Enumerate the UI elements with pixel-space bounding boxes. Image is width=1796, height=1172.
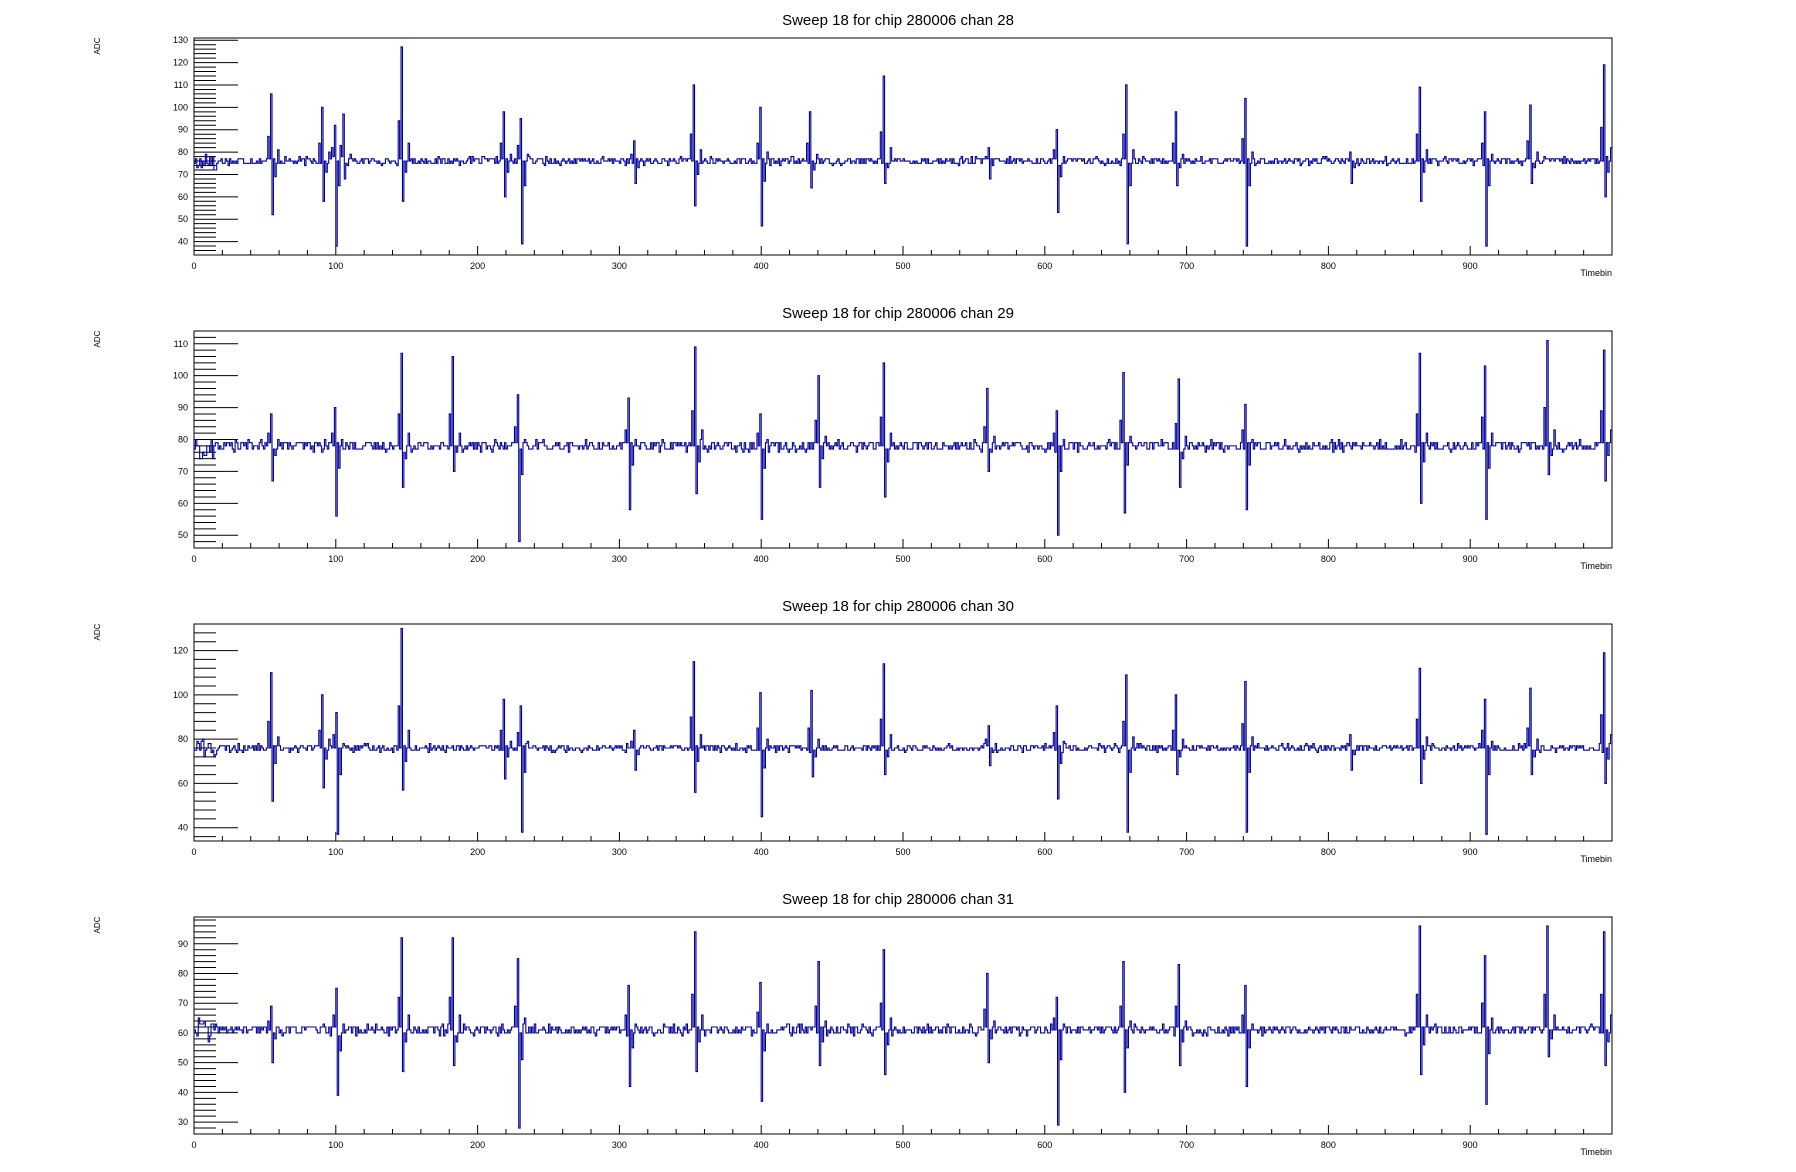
chart-title: Sweep 18 for chip 280006 chan 30 [782,598,1014,615]
y-tick-label: 100 [173,371,188,381]
y-tick-label: 80 [178,435,188,445]
plot-frame [193,916,1613,1135]
x-tick-label: 200 [470,554,485,564]
x-tick-label: 400 [754,261,769,271]
x-tick-label: 0 [191,1140,196,1150]
x-tick-label: 400 [754,554,769,564]
y-tick-label: 110 [174,339,188,349]
y-tick-label: 90 [178,403,188,413]
y-tick-label: 80 [178,968,188,978]
x-tick-label: 800 [1321,261,1336,271]
y-tick-label: 60 [178,778,188,788]
x-tick-label: 300 [612,847,627,857]
y-tick-label: 40 [178,823,188,833]
y-tick-label: 70 [178,466,188,476]
x-tick-label: 900 [1463,1140,1478,1150]
x-tick-label: 900 [1463,847,1478,857]
plot-area: 0 100 200 300 400 500 600 700 800 900 50 60 70 80 90 10… [93,330,1613,571]
y-tick-label: 120 [173,646,188,656]
x-tick-label: 300 [612,554,627,564]
x-tick-label: 400 [754,847,769,857]
plot-area: 0 100 200 300 400 500 600 700 800 900 40 60 80 100 120… [93,623,1613,864]
x-tick-label: 800 [1321,554,1336,564]
x-tick-label: 800 [1321,1140,1336,1150]
y-tick-label: 40 [178,237,188,247]
chart-panel-chan-28: Sweep 18 for chip 280006 chan 28 0 100 200… [0,0,1796,293]
plot-area: 0 100 200 300 400 500 600 700 800 900 40 50 60 70 80 90… [93,35,1613,278]
x-tick-label: 800 [1321,847,1336,857]
x-tick-label: 700 [1179,1140,1194,1150]
x-tick-label: 700 [1179,261,1194,271]
x-tick-label: 500 [895,847,910,857]
y-tick-label: 90 [178,125,188,135]
plot-frame [193,37,1613,256]
x-tick-label: 600 [1037,847,1052,857]
x-tick-label: 100 [328,1140,343,1150]
x-tick-label: 300 [612,261,627,271]
y-tick-label: 120 [173,58,188,68]
x-tick-label: 200 [470,847,485,857]
x-tick-label: 500 [895,554,910,564]
x-axis-label: Timebin [1580,854,1612,864]
x-tick-label: 100 [328,847,343,857]
y-tick-label: 30 [178,1117,188,1127]
x-tick-label: 200 [470,261,485,271]
x-tick-label: 0 [191,554,196,564]
y-axis-label: ADC [93,37,102,54]
y-tick-label: 80 [178,734,188,744]
x-tick-label: 0 [191,847,196,857]
chart-title: Sweep 18 for chip 280006 chan 29 [782,305,1014,322]
plot-frame [193,623,1613,842]
y-tick-label: 50 [178,1058,188,1068]
x-axis-label: Timebin [1580,268,1612,278]
x-tick-label: 600 [1037,554,1052,564]
x-tick-label: 100 [328,554,343,564]
x-tick-label: 200 [470,1140,485,1150]
x-tick-label: 600 [1037,1140,1052,1150]
series-trace [194,46,1612,247]
y-tick-label: 70 [178,169,188,179]
y-axis-label: ADC [93,330,102,347]
y-axis-label: ADC [93,623,102,640]
y-tick-label: 100 [173,102,188,112]
chart-panel-chan-30: Sweep 18 for chip 280006 chan 30 0 100 200… [0,586,1796,879]
series-trace [194,627,1612,835]
x-axis-label: Timebin [1580,1147,1612,1157]
plot-area: 0 100 200 300 400 500 600 700 800 900 30 40 50 60 70 80… [93,916,1613,1157]
x-tick-label: 700 [1179,554,1194,564]
y-tick-label: 60 [178,192,188,202]
x-tick-label: 900 [1463,554,1478,564]
series-trace [194,925,1612,1129]
y-tick-label: 40 [178,1087,188,1097]
y-tick-label: 70 [178,998,188,1008]
x-tick-label: 0 [191,261,196,271]
y-tick-label: 90 [178,939,188,949]
x-tick-label: 500 [895,1140,910,1150]
x-tick-label: 300 [612,1140,627,1150]
series-trace [194,340,1612,543]
chart-title: Sweep 18 for chip 280006 chan 28 [782,12,1014,29]
chart-panel-chan-29: Sweep 18 for chip 280006 chan 29 0 100 200… [0,293,1796,586]
y-tick-label: 50 [178,530,188,540]
y-tick-label: 60 [178,1028,188,1038]
x-tick-label: 700 [1179,847,1194,857]
y-tick-label: 100 [173,690,188,700]
chart-panel-chan-31: Sweep 18 for chip 280006 chan 31 0 100 200… [0,879,1796,1172]
y-tick-label: 50 [178,214,188,224]
y-tick-label: 80 [178,147,188,157]
y-tick-label: 110 [174,80,188,90]
plot-frame [193,330,1613,549]
chart-title: Sweep 18 for chip 280006 chan 31 [782,891,1014,908]
x-tick-label: 600 [1037,261,1052,271]
x-tick-label: 900 [1463,261,1478,271]
x-axis-label: Timebin [1580,561,1612,571]
y-tick-label: 130 [173,35,188,45]
y-tick-label: 60 [178,498,188,508]
x-tick-label: 400 [754,1140,769,1150]
x-tick-label: 500 [895,261,910,271]
y-axis-label: ADC [93,916,102,933]
x-tick-label: 100 [328,261,343,271]
